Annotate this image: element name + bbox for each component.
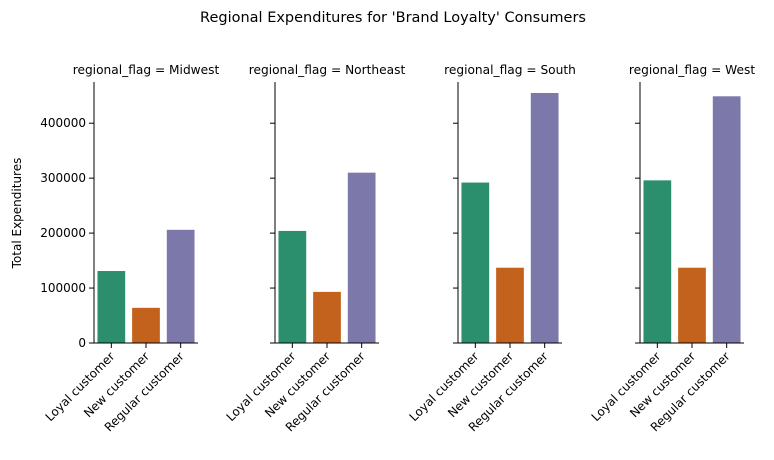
bar <box>461 182 490 343</box>
y-tick-label: 400000 <box>40 116 86 130</box>
bar <box>712 96 741 343</box>
y-tick-label: 100000 <box>40 281 86 295</box>
y-axis-label: Total Expenditures <box>10 158 24 270</box>
facet-grid: regional_flag = Midwest 0 100000 200000 3000… <box>40 63 755 434</box>
facet-title: regional_flag = South <box>444 63 576 77</box>
bar <box>678 267 706 343</box>
y-tick-label: 300000 <box>40 171 86 185</box>
bar <box>278 230 307 343</box>
facet-title: regional_flag = West <box>629 63 756 77</box>
bar <box>97 271 126 343</box>
facet-title: regional_flag = Northeast <box>249 63 406 77</box>
bar <box>643 180 672 343</box>
bar <box>496 267 524 343</box>
bar <box>347 172 376 343</box>
bar <box>132 307 160 343</box>
bar <box>530 92 559 344</box>
facet-1: regional_flag = Midwest 0 100000 200000 3000… <box>40 63 219 434</box>
bar <box>166 229 195 343</box>
facet-title: regional_flag = Midwest <box>73 63 220 77</box>
bar <box>313 291 341 343</box>
y-tick-label: 0 <box>78 336 86 350</box>
y-tick-label: 200000 <box>40 226 86 240</box>
chart-title: Regional Expenditures for 'Brand Loyalty… <box>200 10 586 26</box>
